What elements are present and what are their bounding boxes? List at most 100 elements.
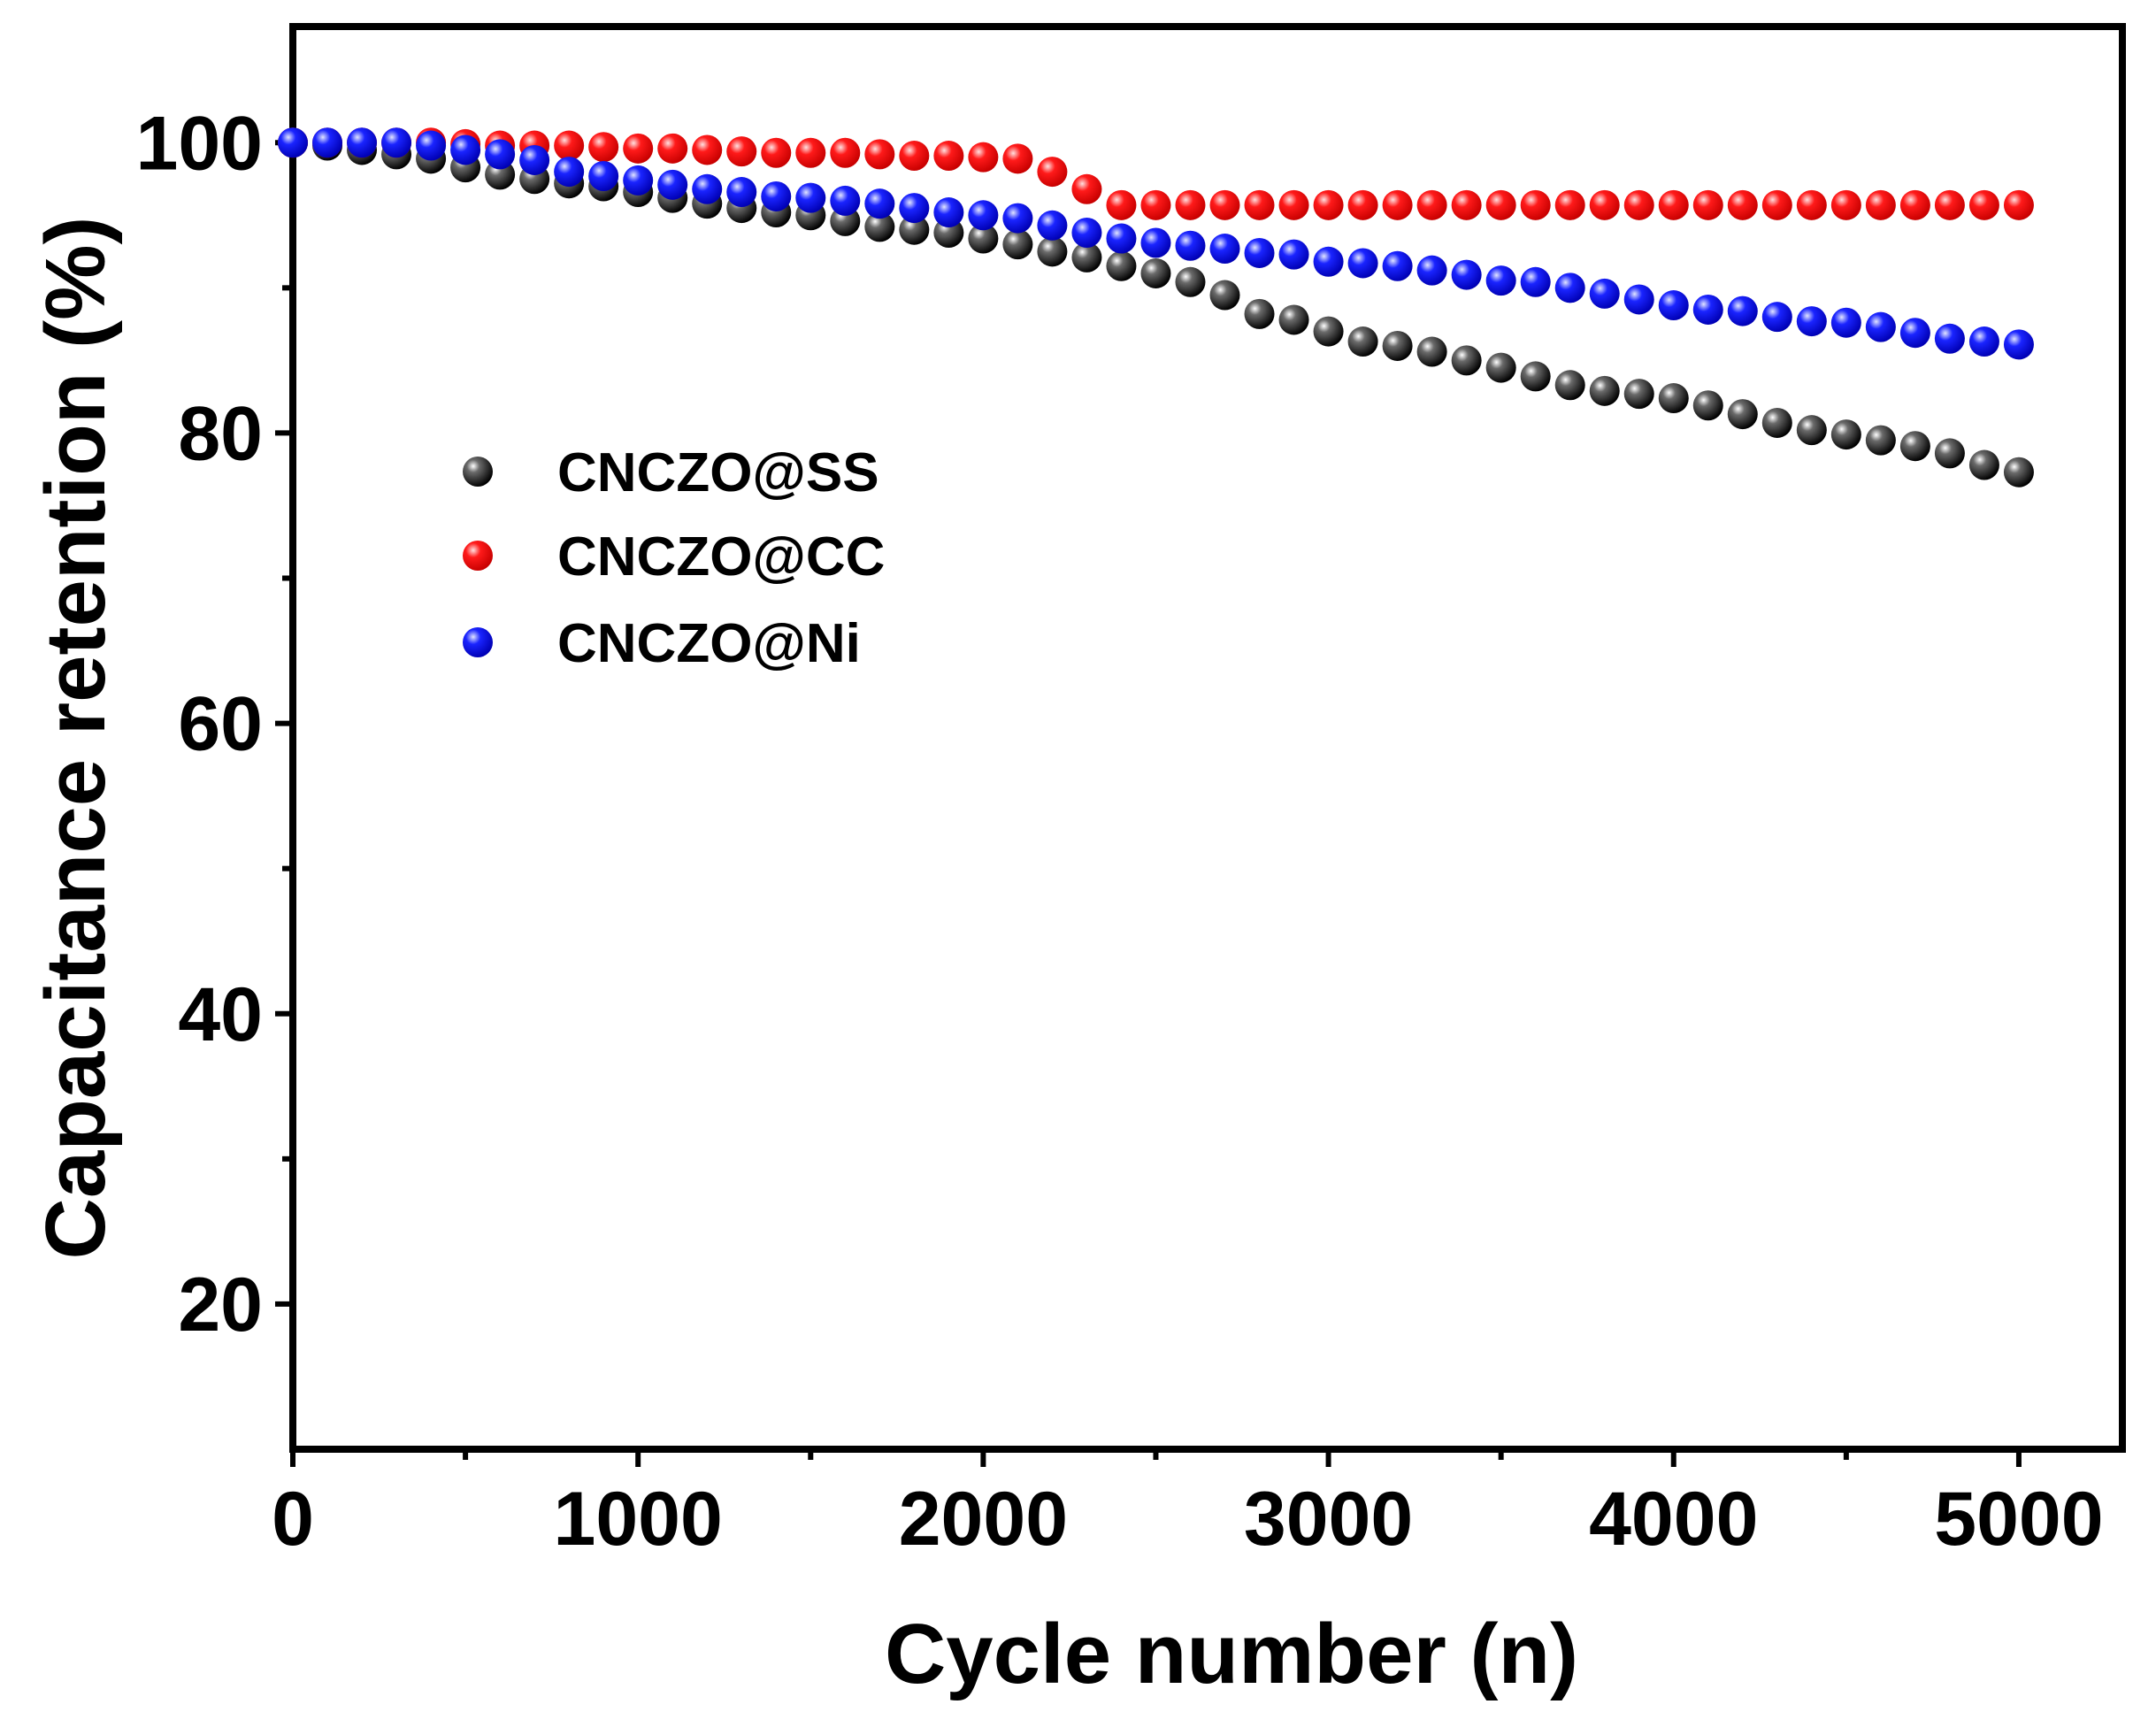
data-point <box>1899 189 1930 220</box>
data-point <box>1934 323 1965 354</box>
data-point <box>1796 306 1827 337</box>
data-point <box>726 136 757 167</box>
data-point <box>485 139 516 170</box>
data-point <box>1347 326 1378 357</box>
data-point <box>2003 189 2034 220</box>
data-point <box>1209 189 1240 220</box>
data-point <box>1037 210 1068 241</box>
data-point <box>1727 296 1758 326</box>
data-point <box>1865 425 1896 456</box>
legend: CNCZO@SS CNCZO@CC CNCZO@Ni <box>463 442 885 674</box>
data-point <box>1899 431 1930 462</box>
data-point <box>1623 379 1654 410</box>
y-tick-label: 40 <box>178 972 263 1057</box>
legend-marker <box>463 457 493 487</box>
y-tick-label: 100 <box>136 101 264 186</box>
data-point <box>1865 311 1896 342</box>
data-point <box>864 139 895 170</box>
data-point <box>1934 438 1965 469</box>
data-point <box>1796 189 1827 220</box>
data-point <box>864 188 895 219</box>
data-point <box>899 193 930 224</box>
x-tick-label: 0 <box>272 1477 314 1562</box>
data-point <box>1485 352 1516 383</box>
data-point <box>1037 157 1068 188</box>
data-point <box>1520 361 1551 392</box>
data-point <box>1451 259 1482 290</box>
data-point <box>1313 246 1344 277</box>
data-point <box>1968 449 1999 480</box>
data-point <box>899 214 930 245</box>
data-point <box>1106 223 1137 254</box>
data-point <box>1865 189 1896 220</box>
legend-marker <box>463 627 493 657</box>
data-point <box>1313 316 1344 347</box>
data-point <box>1485 189 1516 220</box>
data-point <box>761 137 792 168</box>
data-point <box>657 169 688 200</box>
data-point <box>278 127 308 158</box>
data-point <box>968 223 999 254</box>
data-point <box>1209 234 1240 265</box>
data-point <box>657 133 688 164</box>
data-point <box>1554 189 1585 220</box>
data-point <box>588 132 619 163</box>
data-point <box>312 127 343 158</box>
data-point <box>1106 250 1137 281</box>
y-tick-label: 20 <box>178 1263 263 1347</box>
data-point <box>1589 375 1620 406</box>
data-point <box>1140 189 1171 220</box>
data-point <box>2003 329 2034 360</box>
data-point <box>1589 189 1620 220</box>
data-point <box>968 200 999 231</box>
series-cnczo-ni <box>278 127 2034 360</box>
data-point <box>1002 229 1033 260</box>
data-point <box>1002 143 1033 174</box>
legend-item: CNCZO@CC <box>463 526 885 587</box>
data-point <box>1830 189 1861 220</box>
data-point <box>1278 239 1309 270</box>
data-point <box>1658 189 1689 220</box>
data-point <box>933 197 964 228</box>
data-point <box>1692 294 1723 325</box>
data-point <box>519 144 550 175</box>
legend-item: CNCZO@SS <box>463 442 879 503</box>
x-axis-tick-labels: 0 1000 2000 3000 4000 5000 <box>272 1477 2104 1562</box>
data-point <box>1071 242 1102 273</box>
x-tick-label: 5000 <box>1934 1477 2103 1562</box>
data-point <box>1416 336 1447 367</box>
data-point <box>1278 304 1309 335</box>
data-point <box>1382 250 1413 281</box>
data-point <box>1761 302 1792 333</box>
data-point <box>2003 457 2034 487</box>
data-point <box>1140 257 1171 288</box>
data-point <box>623 165 654 196</box>
data-point <box>1968 326 1999 357</box>
data-point <box>1244 237 1275 268</box>
data-point <box>1278 189 1309 220</box>
data-series <box>278 127 2034 487</box>
data-point <box>1658 290 1689 321</box>
data-point <box>830 137 861 168</box>
data-point <box>1968 189 1999 220</box>
data-point <box>588 161 619 192</box>
data-point <box>692 134 723 165</box>
data-point <box>1416 255 1447 286</box>
data-point <box>1175 189 1206 220</box>
y-axis-ticks <box>275 140 293 1307</box>
data-point <box>1658 383 1689 414</box>
data-point <box>795 137 826 168</box>
legend-label: CNCZO@CC <box>557 526 885 587</box>
x-tick-label: 1000 <box>554 1477 723 1562</box>
data-point <box>1727 399 1758 430</box>
data-point <box>1037 236 1068 267</box>
data-point <box>1830 419 1861 450</box>
data-point <box>1451 345 1482 376</box>
data-point <box>899 141 930 172</box>
data-point <box>1451 189 1482 220</box>
x-tick-label: 3000 <box>1244 1477 1413 1562</box>
data-point <box>1209 280 1240 311</box>
legend-label: CNCZO@SS <box>557 442 879 503</box>
data-point <box>1071 217 1102 248</box>
legend-marker <box>463 541 493 571</box>
